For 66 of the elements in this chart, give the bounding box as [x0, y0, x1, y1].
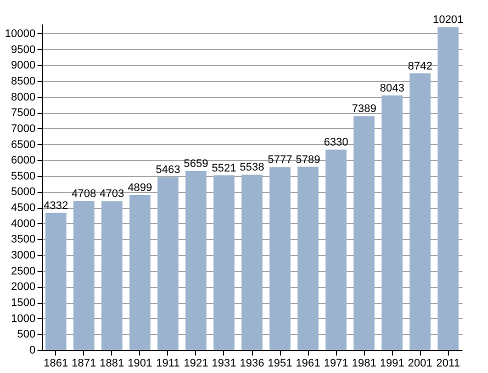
x-tick-label: 1991	[380, 358, 404, 370]
x-tick-label: 1961	[296, 358, 320, 370]
bar	[185, 170, 206, 350]
data-label: 6330	[324, 136, 348, 149]
y-tick-label: 0	[29, 344, 36, 356]
data-label: 5538	[240, 162, 264, 174]
data-label: 10201	[432, 14, 464, 26]
data-label: 4703	[100, 188, 124, 200]
x-tick-label: 2011	[436, 358, 460, 370]
data-label: 5463	[156, 164, 180, 176]
y-tick-label: 3000	[11, 250, 36, 262]
bar	[101, 201, 122, 350]
bar	[382, 95, 403, 350]
x-tick-label: 1936	[240, 358, 264, 370]
x-tick-label: 1861	[44, 358, 68, 370]
y-tick-label: 8500	[11, 75, 36, 88]
y-tick-label: 1500	[11, 297, 36, 310]
data-label: 4899	[128, 182, 152, 194]
data-label: 8043	[380, 82, 404, 94]
y-tick-label: 7500	[11, 107, 36, 120]
bar	[73, 200, 94, 350]
y-tick-label: 10000	[4, 28, 36, 40]
data-label: 4708	[72, 188, 96, 200]
data-label: 5789	[296, 154, 320, 166]
y-tick-label: 9000	[11, 60, 36, 72]
bar	[354, 116, 375, 350]
data-label: 5659	[184, 158, 208, 170]
data-label: 5777	[268, 154, 292, 166]
data-label: 5521	[212, 162, 236, 174]
x-tick-label: 2001	[408, 358, 432, 370]
bar	[45, 212, 66, 350]
y-tick-label: 2500	[11, 265, 36, 278]
y-tick-label: 6500	[11, 138, 36, 151]
y-tick-label: 6000	[11, 154, 36, 167]
y-tick-label: 5000	[11, 186, 36, 198]
y-tick-label: 3500	[11, 234, 36, 246]
y-tick-label: 8000	[11, 91, 36, 104]
y-tick-label: 2000	[11, 281, 36, 294]
y-tick-label: 5500	[11, 170, 36, 182]
data-label: 7389	[352, 103, 376, 116]
x-tick-label: 1911	[156, 358, 180, 370]
bar	[326, 150, 347, 350]
y-tick-label: 4500	[11, 202, 36, 214]
bar	[213, 175, 234, 350]
x-tick-label: 1981	[352, 358, 376, 370]
data-label: 4332	[44, 200, 68, 212]
y-tick-label: 500	[17, 328, 36, 341]
x-tick-label: 1901	[128, 358, 152, 370]
data-label: 8742	[408, 60, 432, 72]
x-tick-label: 1871	[72, 358, 96, 370]
bar	[157, 177, 178, 350]
y-tick-label: 1000	[11, 312, 36, 325]
bar	[298, 166, 319, 350]
y-tick-label: 7000	[11, 122, 36, 135]
bar	[438, 27, 459, 350]
x-tick-label: 1921	[184, 358, 208, 370]
x-tick-label: 1971	[324, 358, 348, 370]
bar	[410, 73, 431, 350]
bar	[241, 174, 263, 350]
y-tick-label: 9500	[11, 44, 36, 56]
x-tick-label: 1951	[268, 358, 292, 370]
x-tick-label: 1881	[100, 358, 124, 370]
bar	[270, 167, 291, 350]
y-tick-label: 4000	[11, 218, 36, 230]
bar	[129, 194, 150, 350]
x-tick-label: 1931	[212, 358, 236, 370]
